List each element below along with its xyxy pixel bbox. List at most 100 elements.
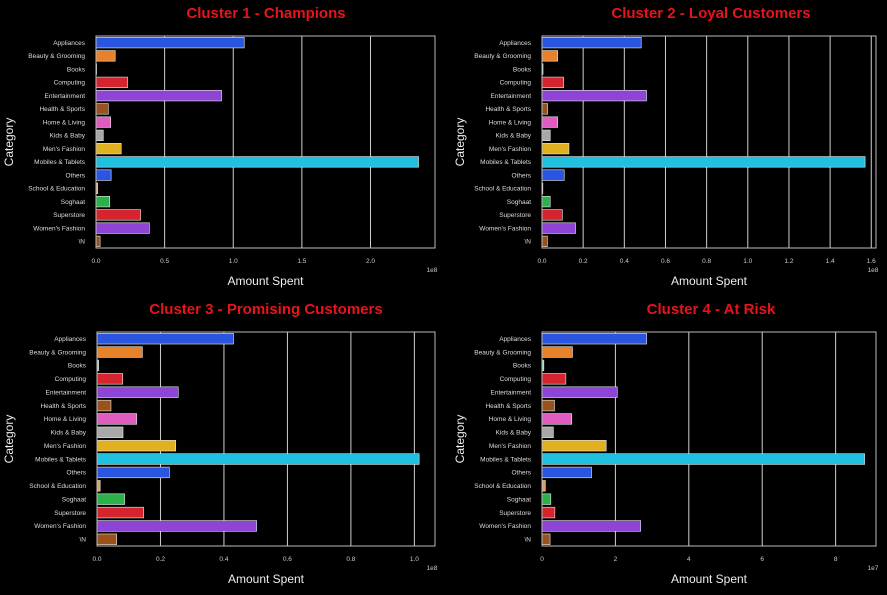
bar — [541, 129, 551, 141]
y-tick-label: Soghaat — [507, 496, 531, 503]
x-tick-label: 1.0 — [410, 556, 419, 563]
bar — [541, 76, 564, 88]
y-tick-label: Beauty & Grooming — [474, 53, 531, 60]
x-offset-label: 1e8 — [427, 565, 438, 572]
x-axis-label: Amount Spent — [671, 572, 748, 586]
bar — [95, 90, 222, 102]
bar — [541, 37, 642, 49]
y-tick-label: Computing — [500, 376, 532, 383]
chart-title: Cluster 2 - Loyal Customers — [611, 5, 810, 22]
bar — [95, 222, 150, 234]
bar — [95, 169, 112, 181]
x-tick-label: 1.0 — [743, 258, 752, 265]
x-tick-label: 2.0 — [366, 258, 375, 265]
y-axis-label: Category — [453, 415, 467, 464]
bar — [95, 129, 104, 141]
y-tick-label: \N — [80, 537, 87, 544]
y-tick-label: Mobiles & Tablets — [34, 159, 86, 166]
bar — [541, 493, 552, 505]
bar — [541, 209, 563, 221]
x-tick-label: 1.0 — [229, 258, 238, 265]
y-tick-label: Appliances — [499, 40, 532, 47]
x-tick-label: 2 — [614, 556, 618, 563]
plot-frame — [541, 331, 877, 547]
bar — [95, 37, 245, 49]
y-tick-label: Home & Living — [489, 416, 532, 423]
bar — [541, 222, 576, 234]
y-tick-label: Men's Fashion — [489, 443, 531, 450]
x-axis-label: Amount Spent — [671, 274, 748, 288]
y-tick-label: Health & Sports — [40, 403, 86, 410]
y-axis-label: Category — [2, 415, 16, 464]
bar — [96, 506, 144, 519]
y-tick-label: Books — [68, 363, 87, 370]
y-tick-label: Beauty & Grooming — [29, 349, 86, 356]
y-tick-label: Soghaat — [61, 199, 85, 206]
plot-frame — [95, 35, 436, 249]
bar — [541, 169, 565, 181]
x-tick-label: 0.8 — [702, 258, 711, 265]
y-tick-label: Soghaat — [507, 199, 531, 206]
bar — [95, 196, 111, 208]
y-tick-label: Men's Fashion — [44, 443, 86, 450]
bar — [541, 90, 647, 102]
bar — [96, 386, 179, 398]
bar — [96, 533, 117, 545]
y-tick-label: Men's Fashion — [489, 146, 531, 153]
plot-frame — [96, 331, 436, 547]
bar — [95, 116, 111, 128]
x-tick-label: 0.5 — [160, 258, 169, 265]
bar — [541, 466, 592, 479]
y-tick-label: Books — [513, 66, 532, 73]
y-tick-label: Others — [511, 470, 531, 477]
bar — [96, 413, 137, 425]
y-tick-label: School & Education — [474, 186, 531, 193]
y-tick-label: Kids & Baby — [51, 430, 87, 437]
y-tick-label: \N — [525, 239, 532, 246]
x-tick-label: 1.6 — [867, 258, 876, 265]
bar — [541, 143, 570, 155]
y-tick-label: Superstore — [54, 510, 86, 517]
y-tick-label: Entertainment — [45, 93, 86, 100]
x-tick-label: 0 — [540, 556, 544, 563]
y-tick-label: Appliances — [54, 336, 87, 343]
y-tick-label: Entertainment — [491, 93, 532, 100]
y-tick-label: Computing — [55, 376, 87, 383]
x-tick-label: 0.6 — [661, 258, 670, 265]
y-tick-label: Men's Fashion — [43, 146, 85, 153]
y-tick-label: Computing — [500, 80, 532, 87]
bar — [95, 235, 101, 247]
x-tick-label: 0.0 — [537, 258, 546, 265]
y-tick-label: Kids & Baby — [50, 133, 86, 140]
y-tick-label: Soghaat — [62, 496, 86, 503]
y-tick-label: Home & Living — [489, 119, 532, 126]
y-tick-label: Others — [66, 470, 86, 477]
bar — [96, 426, 124, 438]
y-tick-label: Mobiles & Tablets — [480, 159, 532, 166]
bar — [96, 333, 234, 345]
y-tick-label: Computing — [54, 80, 86, 87]
chart-title: Cluster 4 - At Risk — [647, 301, 776, 318]
bar — [96, 493, 125, 505]
bar — [541, 50, 558, 62]
bar — [541, 346, 573, 358]
y-tick-label: Superstore — [499, 510, 531, 517]
x-offset-label: 1e7 — [868, 565, 879, 572]
x-axis-label: Amount Spent — [227, 274, 304, 288]
y-tick-label: Superstore — [53, 212, 85, 219]
y-tick-label: Women's Fashion — [33, 225, 85, 232]
bar — [95, 143, 122, 155]
chart-panel-4: Cluster 4 - At Risk 0 2 4 6 8 Appliances Beauty… — [453, 301, 879, 586]
x-tick-label: 0.4 — [620, 258, 629, 265]
bar — [541, 196, 551, 208]
bar — [95, 103, 109, 115]
plot-frame — [541, 35, 877, 249]
y-tick-label: Kids & Baby — [496, 430, 532, 437]
y-tick-label: Appliances — [53, 40, 86, 47]
y-tick-label: \N — [525, 537, 532, 544]
y-tick-label: School & Education — [474, 483, 531, 490]
bar — [541, 333, 647, 345]
y-tick-label: Others — [65, 172, 85, 179]
y-tick-label: Beauty & Grooming — [474, 349, 531, 356]
bar — [541, 520, 642, 532]
